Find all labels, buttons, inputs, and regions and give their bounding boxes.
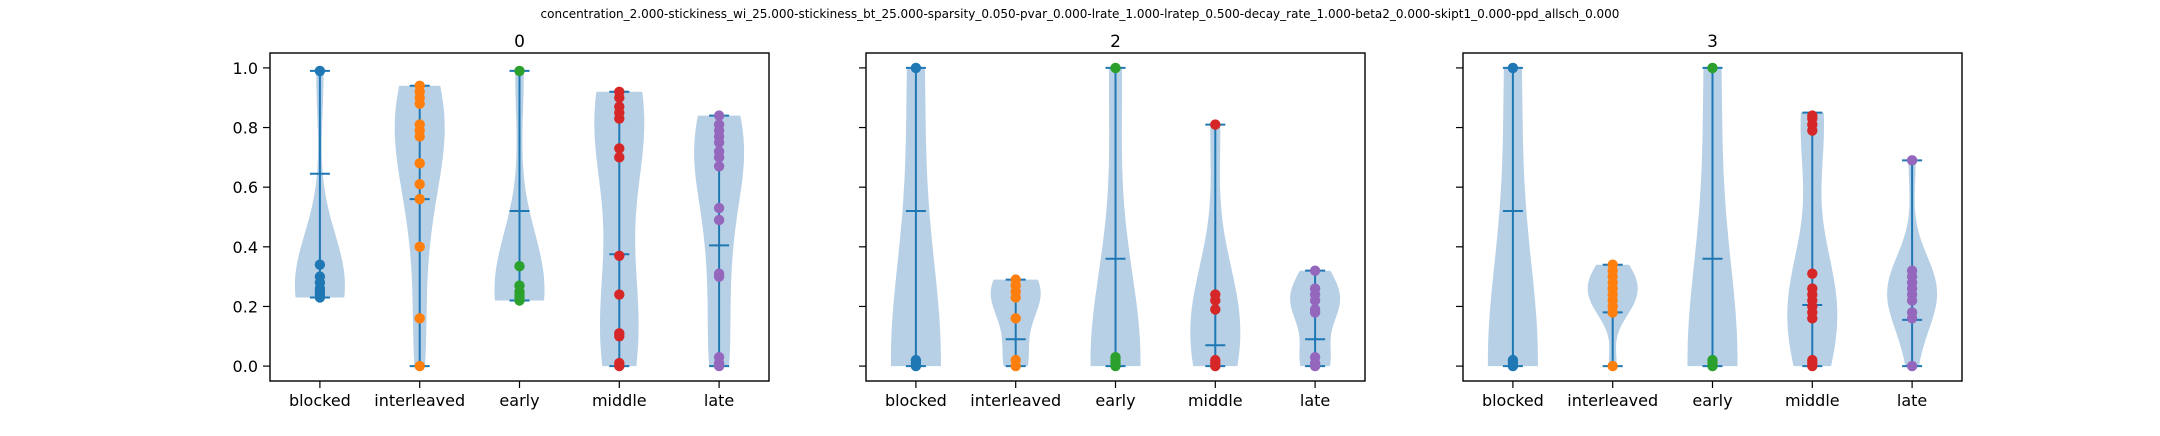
subplot-0: 0.0 0.2 0.4 0.6 0.8 1.0 blocked interleaved earl… <box>233 32 770 410</box>
data-point <box>514 261 525 272</box>
y-tick-label: 0.0 <box>233 357 258 376</box>
subplot-title: 0 <box>514 32 525 52</box>
data-point <box>1210 295 1221 306</box>
data-point <box>414 193 425 205</box>
data-point <box>614 360 625 372</box>
data-point <box>1807 125 1818 136</box>
data-point <box>910 62 922 74</box>
data-point <box>910 360 922 372</box>
x-tick-label: blocked <box>289 391 351 410</box>
data-point <box>713 360 725 372</box>
x-tick-label: blocked <box>885 391 947 410</box>
data-point <box>1010 313 1021 324</box>
data-point <box>414 158 425 169</box>
x-tick-label: early <box>1095 391 1135 410</box>
subplot-2: blocked interleaved early middle late 3 <box>1456 32 1963 410</box>
x-tick-label: interleaved <box>970 391 1061 410</box>
data-point <box>614 331 625 342</box>
data-point <box>1607 360 1618 372</box>
y-tick-label: 0.8 <box>233 119 258 138</box>
data-point <box>713 110 725 121</box>
x-tick-label: early <box>1692 391 1732 410</box>
y-tick-label: 0.4 <box>233 238 258 257</box>
data-point <box>314 65 326 77</box>
data-point <box>1607 307 1618 318</box>
data-point <box>414 179 425 190</box>
x-tick-label: late <box>704 391 734 410</box>
data-point <box>1707 360 1718 372</box>
y-tick-label: 0.6 <box>233 178 258 197</box>
data-point <box>1906 155 1918 166</box>
data-point <box>1906 360 1918 372</box>
data-point <box>1309 295 1321 306</box>
axes-frame <box>865 52 1366 382</box>
data-point <box>713 271 725 282</box>
data-point <box>514 295 525 306</box>
x-tick-label: late <box>1897 391 1927 410</box>
data-point <box>1906 295 1918 306</box>
data-point <box>1210 360 1221 372</box>
data-point <box>414 313 425 324</box>
data-point <box>1110 62 1121 74</box>
data-point <box>614 289 625 300</box>
data-point <box>614 250 625 261</box>
data-point <box>1507 62 1519 74</box>
x-tick-label: interleaved <box>374 391 465 410</box>
subplot-title: 3 <box>1707 32 1718 52</box>
data-point <box>1507 360 1519 372</box>
data-point <box>414 360 425 372</box>
data-point <box>1210 304 1221 315</box>
data-point <box>1309 307 1321 318</box>
data-point <box>514 65 525 77</box>
x-tick-label: middle <box>1188 391 1243 410</box>
data-point <box>1110 360 1121 372</box>
data-point <box>614 92 625 103</box>
data-point <box>713 161 725 172</box>
subplot-title: 2 <box>1110 32 1121 52</box>
axes-frame <box>269 52 770 382</box>
data-point <box>1807 268 1818 279</box>
x-tick-label: interleaved <box>1567 391 1658 410</box>
figure-suptitle: concentration_2.000-stickiness_wi_25.000… <box>540 7 1620 21</box>
data-point <box>314 292 326 303</box>
data-point <box>713 214 725 226</box>
data-point <box>614 152 625 163</box>
data-point <box>1210 119 1221 130</box>
x-tick-label: early <box>499 391 539 410</box>
y-tick-label: 0.2 <box>233 297 258 316</box>
data-point <box>1707 62 1718 74</box>
data-point <box>1309 265 1321 276</box>
data-point <box>713 202 725 214</box>
data-point <box>713 152 725 163</box>
data-point <box>414 241 425 253</box>
x-tick-label: late <box>1300 391 1330 410</box>
data-point <box>1010 292 1021 303</box>
data-point <box>1807 360 1818 372</box>
x-tick-label: middle <box>592 391 647 410</box>
subplot-1: blocked interleaved early middle late 2 <box>859 32 1366 410</box>
axes-frame <box>1462 52 1963 382</box>
data-point <box>414 131 425 142</box>
data-point <box>713 137 725 148</box>
data-point <box>1807 313 1818 324</box>
x-tick-label: middle <box>1785 391 1840 410</box>
data-point <box>614 113 625 124</box>
data-point <box>1309 360 1321 372</box>
data-point <box>614 143 625 154</box>
data-point <box>314 259 326 270</box>
data-point <box>414 98 425 109</box>
x-tick-label: blocked <box>1482 391 1544 410</box>
data-point <box>1906 313 1918 324</box>
data-point <box>1010 360 1021 372</box>
y-tick-label: 1.0 <box>233 59 258 78</box>
